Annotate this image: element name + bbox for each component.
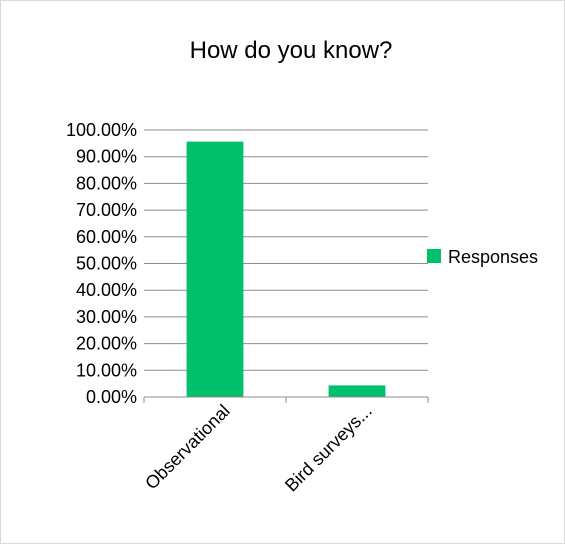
chart-title: How do you know?: [190, 37, 393, 64]
y-axis-ticks: 0.00% 10.00% 20.00% 30.00% 40.00% 50.00% 60.00…: [66, 120, 137, 407]
legend: Responses: [427, 247, 538, 267]
bars: [186, 141, 386, 397]
y-tick-label: 60.00%: [76, 227, 137, 247]
x-tick-label: Observational: [141, 401, 234, 494]
y-tick-label: 10.00%: [76, 360, 137, 380]
x-tick-label: Bird surveys...: [281, 401, 376, 496]
y-tick-label: 100.00%: [66, 120, 137, 140]
y-tick-label: 40.00%: [76, 280, 137, 300]
y-tick-label: 90.00%: [76, 147, 137, 167]
y-tick-label: 70.00%: [76, 200, 137, 220]
legend-label-responses: Responses: [448, 247, 538, 267]
y-tick-label: 20.00%: [76, 334, 137, 354]
bar-bird-surveys: [328, 385, 386, 397]
y-tick-label: 50.00%: [76, 254, 137, 274]
legend-swatch-responses: [427, 249, 441, 263]
bar-observational: [186, 141, 244, 397]
x-axis: [143, 396, 429, 403]
x-axis-labels: Observational Bird surveys...: [141, 401, 376, 496]
y-tick-label: 0.00%: [86, 387, 137, 407]
y-tick-label: 80.00%: [76, 173, 137, 193]
y-tick-label: 30.00%: [76, 307, 137, 327]
